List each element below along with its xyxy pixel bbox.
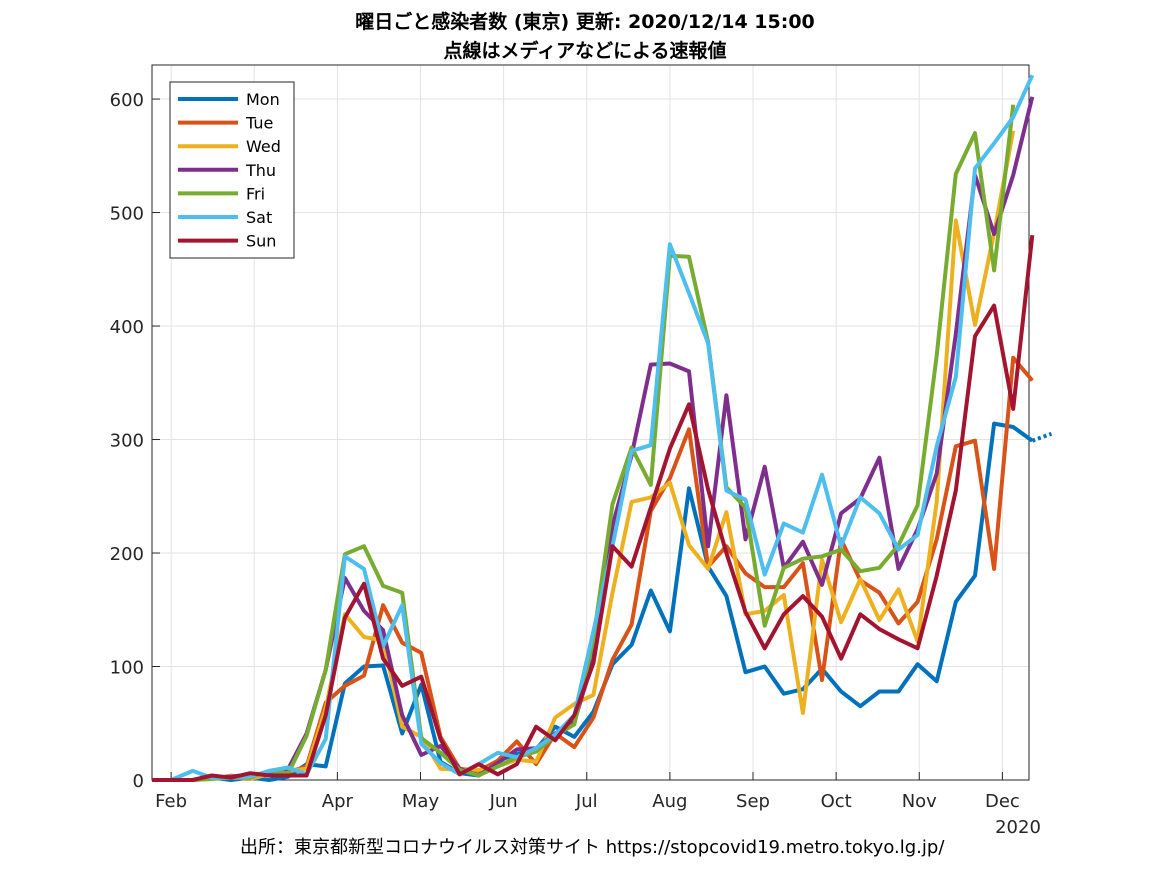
y-tick-label: 200 — [110, 544, 144, 565]
plot-area — [151, 64, 1030, 781]
legend: Mon Tue Wed Thu Fri Sat Sun — [169, 81, 295, 259]
legend-label-mon: Mon — [246, 90, 280, 109]
series-dotted-mon — [1031, 431, 1053, 443]
series-line-sun — [152, 234, 1035, 782]
legend-label-sun: Sun — [246, 232, 276, 251]
legend-label-sat: Sat — [246, 208, 272, 227]
y-tick-label: 500 — [110, 204, 144, 225]
y-tick-label: 600 — [110, 90, 144, 111]
x-axis: Feb Mar Apr May Jun Jul Aug Sep Oct Nov Dec — [155, 772, 1020, 812]
x-tick-label-sep: Sep — [736, 791, 770, 812]
y-tick-label: 100 — [110, 658, 144, 679]
chart-title: 曜日ごと感染者数 (東京) 更新: 2020/12/14 15:00 — [355, 10, 815, 33]
series-group — [152, 74, 1053, 782]
legend-label-wed: Wed — [246, 137, 281, 156]
x-tick-label-may: May — [402, 791, 440, 812]
legend-label-tue: Tue — [245, 114, 273, 133]
y-tick-label: 0 — [133, 771, 144, 792]
x-tick-label-apr: Apr — [322, 791, 354, 812]
y-axis: 0 100 200 300 400 500 600 — [110, 90, 160, 792]
series-line-mon — [152, 421, 1034, 782]
x-tick-label-jun: Jun — [489, 791, 518, 812]
x-tick-label-jul: Jul — [575, 791, 598, 812]
x-tick-label-mar: Mar — [237, 791, 272, 812]
legend-label-thu: Thu — [245, 161, 276, 180]
x-tick-label-feb: Feb — [155, 791, 187, 812]
legend-label-fri: Fri — [246, 184, 265, 203]
series-line-sat — [152, 74, 1035, 782]
x-tick-label-oct: Oct — [821, 791, 852, 812]
year-label: 2020 — [995, 817, 1041, 838]
x-tick-label-dec: Dec — [985, 791, 1020, 812]
x-tick-label-aug: Aug — [652, 791, 687, 812]
x-tick-label-nov: Nov — [902, 791, 937, 812]
source-credit: 出所：東京都新型コロナウイルス対策サイト https://stopcovid19… — [240, 837, 945, 858]
chart-subtitle: 点線はメディアなどによる速報値 — [443, 39, 726, 62]
y-tick-label: 300 — [110, 431, 144, 452]
y-tick-label: 400 — [110, 317, 144, 338]
